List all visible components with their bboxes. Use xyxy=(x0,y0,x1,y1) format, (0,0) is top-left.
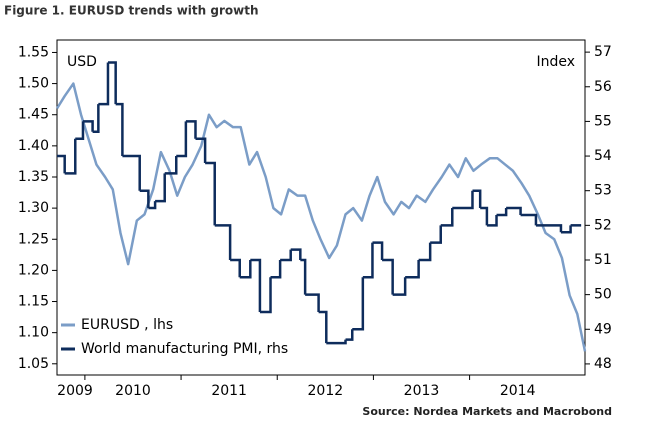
chart-title: Figure 1. EURUSD trends with growth xyxy=(4,4,259,18)
pmi-step xyxy=(382,258,394,295)
y-tick-label: 1.30 xyxy=(18,200,49,216)
plot-frame xyxy=(56,39,586,376)
pmi-step xyxy=(352,277,365,331)
y2-tick-label: 51 xyxy=(594,252,612,268)
y2-tick-label: 57 xyxy=(594,44,612,60)
pmi-step xyxy=(405,259,420,279)
pmi-step xyxy=(318,310,328,344)
pmi-step xyxy=(520,213,538,226)
pmi-step xyxy=(122,154,141,191)
pmi-step xyxy=(259,277,272,314)
pmi-step xyxy=(326,339,347,345)
pmi-step xyxy=(535,224,563,233)
pmi-step xyxy=(176,121,188,158)
pmi-step xyxy=(64,138,77,175)
pmi-step xyxy=(75,121,85,140)
pmi-step xyxy=(139,189,150,209)
y-tick-label: 1.50 xyxy=(18,76,49,92)
source: Source: Nordea Markets and Macrobond xyxy=(362,405,612,418)
y-tick-label: 1.05 xyxy=(18,356,49,372)
y-tick-label: 1.45 xyxy=(18,107,49,123)
y-tick-label: 1.15 xyxy=(18,294,49,310)
pmi-step xyxy=(280,249,292,262)
y-tick-label: 1.55 xyxy=(18,44,49,60)
y-tick-label: 1.40 xyxy=(18,138,49,154)
pmi-step xyxy=(480,206,489,226)
pmi-step xyxy=(440,208,454,227)
y2-axis-label: Index xyxy=(536,54,575,70)
x-tick-label: 2012 xyxy=(308,383,344,399)
pmi-step xyxy=(164,156,178,175)
y-axis-label: USD xyxy=(67,54,97,70)
pmi-step xyxy=(98,62,110,106)
y-tick-label: 1.25 xyxy=(18,231,49,247)
x-tick-label: 2014 xyxy=(500,383,536,399)
pmi-step xyxy=(472,189,482,209)
pmi-step xyxy=(290,248,302,260)
pmi-step xyxy=(239,259,252,279)
y-tick-label: 1.10 xyxy=(18,325,49,341)
y2-tick-label: 56 xyxy=(594,79,612,95)
y2-tick-label: 54 xyxy=(594,148,612,164)
x-tick-label: 2010 xyxy=(115,383,151,399)
pmi-step xyxy=(195,137,207,163)
y2-tick-label: 48 xyxy=(594,356,612,372)
pmi-step xyxy=(107,61,117,105)
pmi-step xyxy=(305,293,320,312)
y2-tick-label: 49 xyxy=(594,321,612,337)
pmi-step xyxy=(345,329,354,341)
y2-tick-label: 53 xyxy=(594,183,612,199)
pmi-step xyxy=(392,277,407,296)
pmi-step xyxy=(430,225,442,244)
pmi-step xyxy=(506,206,522,215)
pmi-step xyxy=(57,154,66,174)
pmi-step xyxy=(486,214,498,227)
y2-tick-label: 55 xyxy=(594,113,612,129)
pmi-step xyxy=(82,120,94,132)
x-tick-label: 2011 xyxy=(211,383,247,399)
x-tick-label: 2013 xyxy=(404,383,440,399)
pmi-step xyxy=(362,242,374,279)
pmi-step xyxy=(92,104,100,134)
pmi-step xyxy=(205,161,216,226)
pmi-step xyxy=(148,201,157,210)
eurusd-line xyxy=(55,82,587,352)
pmi-step xyxy=(270,259,282,279)
pmi-step xyxy=(560,225,572,234)
y2-tick-label: 52 xyxy=(594,217,612,233)
pmi-step xyxy=(155,173,166,203)
pmi-step xyxy=(418,242,432,262)
pmi-step xyxy=(185,120,197,139)
pmi-step xyxy=(214,224,232,260)
pmi-step xyxy=(300,258,307,295)
legend-label: World manufacturing PMI, rhs xyxy=(81,341,288,357)
legend-label: EURUSD , lhs xyxy=(81,317,173,333)
pmi-step xyxy=(452,190,474,210)
pmi-step xyxy=(372,241,384,260)
x-tick-label: 2009 xyxy=(57,383,93,399)
pmi-step xyxy=(496,208,508,217)
y-tick-label: 1.20 xyxy=(18,262,49,278)
pmi-step xyxy=(230,258,241,278)
pmi-step xyxy=(115,102,124,157)
y2-tick-label: 50 xyxy=(594,287,612,303)
y-tick-label: 1.35 xyxy=(18,169,49,185)
pmi-step xyxy=(250,258,262,312)
